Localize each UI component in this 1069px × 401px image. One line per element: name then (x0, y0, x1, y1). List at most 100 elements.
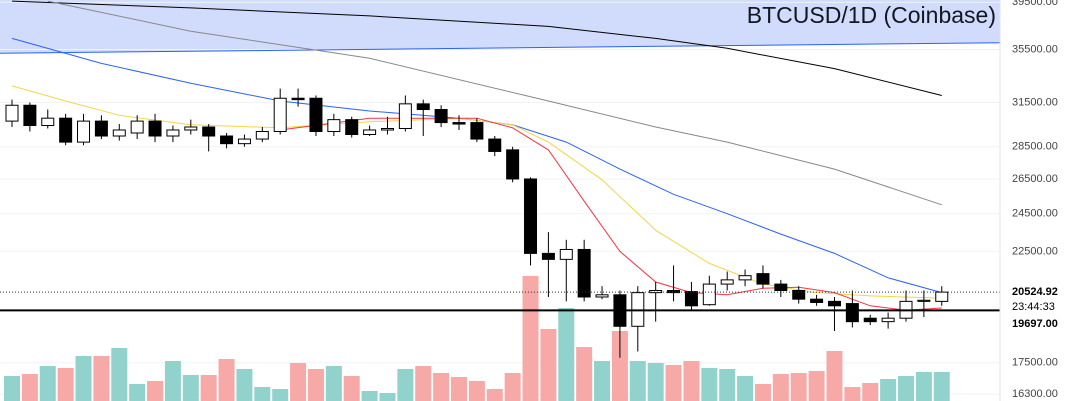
background-layer (0, 0, 1001, 395)
candle-body (309, 97, 323, 132)
candle-body (112, 129, 126, 137)
candle-body (524, 178, 538, 254)
candle-body (506, 149, 520, 180)
volume-bar (737, 376, 754, 401)
y-tick-label: 26500.00 (1012, 173, 1058, 185)
candle-body (94, 120, 108, 137)
candle-body (577, 248, 591, 298)
candle-body (327, 119, 341, 132)
candle-body (416, 103, 430, 111)
volume-bar (898, 376, 914, 401)
chart-title: BTCUSD/1D (Coinbase) (747, 2, 996, 28)
candle-body (810, 298, 824, 303)
moving-average (11, 0, 942, 96)
volume-bar (57, 368, 74, 401)
moving-average (11, 37, 942, 294)
candle-body (166, 129, 180, 137)
volume-bar (701, 368, 718, 401)
candle-body (148, 120, 162, 137)
level-label: 19697.00 (1012, 318, 1058, 330)
candle-body (667, 289, 681, 294)
candle-body (220, 135, 234, 145)
volume-bar (21, 374, 38, 401)
price-label-bg (1001, 283, 1069, 326)
volume-bar (862, 383, 879, 401)
volume-bar (558, 308, 575, 401)
moving-average (47, 0, 942, 206)
volume-bar (218, 359, 235, 401)
volume-bar (468, 381, 485, 401)
volume-bar (111, 348, 128, 401)
volume-bar (164, 361, 181, 401)
y-tick-label: 31500.00 (1012, 96, 1058, 108)
volume-bar (307, 369, 324, 401)
candle-body (720, 279, 734, 285)
candle-body (237, 138, 251, 145)
candle-body (702, 283, 716, 306)
y-tick-label: 24500.00 (1012, 208, 1058, 220)
y-tick-label: 39500.00 (1012, 0, 1058, 8)
candle-body (184, 126, 198, 131)
candle-body (649, 289, 663, 294)
candle-body (488, 138, 502, 152)
volume-bar (182, 375, 199, 401)
volume-bar (754, 384, 771, 401)
volume-bar (272, 389, 289, 401)
volume-bar (826, 351, 843, 401)
volume-bar (486, 389, 503, 401)
trendline (0, 42, 1001, 54)
volume-bar (93, 356, 110, 401)
volume-bar (75, 356, 92, 401)
candle-body (41, 117, 55, 127)
candle-layer (5, 88, 949, 358)
last-price-label: 20524.92 (1012, 286, 1058, 298)
volume-bar (290, 363, 307, 401)
volume-bar (254, 387, 271, 401)
volume-bar (933, 372, 950, 401)
volume-bar (647, 363, 664, 401)
candle-body (273, 97, 287, 132)
y-tick-label: 17500.00 (1012, 357, 1058, 369)
volume-bar (629, 361, 646, 401)
volume-bar (844, 387, 861, 401)
volume-bar (683, 361, 700, 401)
candle-body (595, 294, 609, 298)
candle-body (23, 104, 37, 127)
volume-bar (129, 384, 146, 401)
volume-bar (200, 375, 217, 401)
candle-body (255, 130, 269, 140)
volume-bar (719, 369, 736, 401)
volume-bar (880, 379, 897, 401)
volume-bar (772, 374, 789, 401)
volume-bar (236, 369, 253, 401)
volume-bar (790, 373, 807, 401)
candle-body (345, 119, 359, 136)
candle-body (559, 248, 573, 260)
candle-body (917, 299, 931, 302)
volume-bar (397, 369, 414, 401)
volume-bar (325, 366, 342, 401)
candle-body (756, 273, 770, 285)
volume-bar (522, 276, 539, 401)
volume-bar (415, 366, 432, 401)
candle-body (845, 303, 859, 323)
volume-bar (343, 376, 360, 401)
candle-body (452, 122, 466, 125)
volume-bar (361, 391, 378, 401)
candle-body (881, 317, 895, 323)
candle-body (827, 300, 841, 307)
candle-body (398, 103, 412, 129)
volume-bar (576, 347, 593, 401)
y-tick-label: 22500.00 (1012, 245, 1058, 257)
candle-body (291, 97, 305, 101)
volume-bar (4, 376, 20, 401)
candle-body (792, 289, 806, 300)
countdown-label: 23:44:33 (1012, 301, 1055, 313)
volume-bar (379, 393, 396, 401)
volume-bar (147, 381, 164, 401)
candle-body (363, 129, 377, 136)
volume-bar (504, 373, 521, 401)
volume-bar (594, 361, 611, 401)
